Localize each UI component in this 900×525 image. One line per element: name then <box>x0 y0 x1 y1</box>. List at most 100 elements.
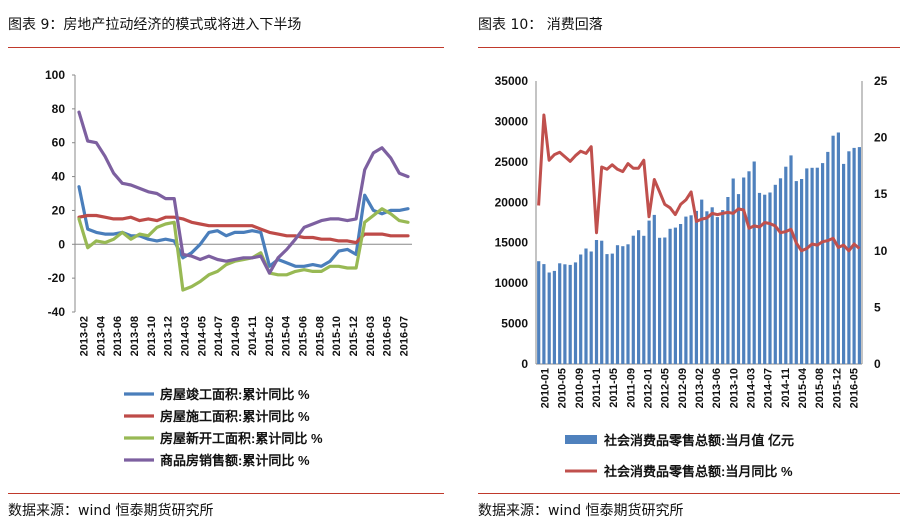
x-tick-label: 2011-09 <box>625 368 637 408</box>
bar <box>547 272 551 364</box>
left-line-chart: -40 -20 0 20 40 60 80 100 2013-02 2013-04 2013-06 2… <box>45 68 412 468</box>
x-tick-label: 2010-01 <box>540 368 552 408</box>
right-source-rule <box>478 493 900 494</box>
x-tick-label: 2013-04 <box>95 315 107 356</box>
bar <box>747 171 751 364</box>
bar <box>731 178 735 364</box>
bar <box>852 147 856 364</box>
y-tick-label: 25000 <box>495 155 529 169</box>
y-tick-label: 20 <box>52 203 66 217</box>
bar <box>658 237 662 364</box>
bar <box>621 246 625 364</box>
bar <box>568 264 572 364</box>
bar <box>857 147 861 364</box>
x-tick-label: 2014-03 <box>180 316 192 356</box>
x-tick-label: 2012-09 <box>677 368 689 408</box>
x-tick-label: 2016-05 <box>382 316 394 356</box>
left-title-rule <box>8 47 444 48</box>
x-tick-label: 2016-03 <box>365 316 377 356</box>
bar <box>558 263 562 364</box>
right-title-rule <box>478 47 900 48</box>
bar <box>800 179 804 364</box>
legend-label-2: 房屋施工面积:累计同比 % <box>160 409 310 424</box>
bar <box>642 235 646 364</box>
y-tick-label: 80 <box>52 102 66 116</box>
x-tick-label: 2014-07 <box>213 316 225 356</box>
x-tick-label: 2013-10 <box>728 368 740 408</box>
x-tick-label: 2014-07 <box>763 368 775 408</box>
x-tick-label: 2014-09 <box>230 316 242 356</box>
bar <box>637 230 641 364</box>
bar <box>584 248 588 364</box>
y-tick-label: 0 <box>58 237 65 251</box>
x-tick-label: 2013-10 <box>146 316 158 356</box>
bar <box>752 161 756 364</box>
x-tick-label: 2015-08 <box>814 368 826 408</box>
x-tick-label: 2013-08 <box>129 316 141 356</box>
bar <box>721 210 725 364</box>
y2-tick-label: 10 <box>874 244 888 258</box>
x-tick-label: 2010-09 <box>574 368 586 408</box>
bar <box>773 184 777 364</box>
x-tick-label: 2014-03 <box>745 368 757 408</box>
y-tick-label: 40 <box>52 170 66 184</box>
bar <box>736 194 741 364</box>
bar <box>663 237 667 364</box>
bar <box>689 215 693 364</box>
bar <box>594 240 599 364</box>
x-tick-label: 2015-02 <box>264 316 276 356</box>
series-line-2 <box>77 213 410 245</box>
x-tick-label: 2013-02 <box>694 368 706 408</box>
bar <box>789 155 793 364</box>
legend-label-3: 房屋新开工面积:累计同比 % <box>160 431 323 446</box>
bar <box>815 167 819 364</box>
bar <box>573 262 578 364</box>
x-tick-label: 2016-07 <box>399 316 411 356</box>
x-tick-label: 2015-06 <box>297 316 309 356</box>
bar <box>831 135 835 364</box>
x-tick-label: 2010-05 <box>557 368 569 408</box>
left-source-rule <box>8 493 444 494</box>
bar <box>757 192 762 364</box>
y-tick-label: -20 <box>48 271 66 285</box>
bar <box>794 181 798 364</box>
x-tick-label: 2014-11 <box>247 316 259 356</box>
bar <box>679 224 683 364</box>
bar <box>605 254 609 364</box>
bar <box>615 245 620 364</box>
bar <box>610 253 614 364</box>
bar <box>652 214 656 364</box>
y-tick-label: 100 <box>45 68 65 82</box>
left-chart-title: 图表 9：房地产拉动经济的模式或将进入下半场 <box>8 17 302 33</box>
bar <box>821 163 825 364</box>
x-tick-label: 2013-06 <box>711 368 723 408</box>
bar <box>705 211 709 364</box>
right-chart-title: 图表 10： 消费回落 <box>478 17 603 33</box>
y-tick-label: 0 <box>521 357 528 371</box>
left-chart-panel: 图表 9：房地产拉动经济的模式或将进入下半场 -40 -20 0 20 40 60 80 10… <box>0 0 447 525</box>
y-tick-label: 35000 <box>495 74 529 88</box>
x-tick-label: 2013-12 <box>163 316 175 356</box>
bar <box>537 261 541 364</box>
bar <box>768 192 772 364</box>
x-tick-label: 2015-04 <box>797 367 809 408</box>
x-tick-label: 2013-06 <box>112 316 124 356</box>
y-tick-label: 60 <box>52 136 66 150</box>
bar <box>647 220 651 364</box>
x-tick-label: 2014-05 <box>196 316 208 356</box>
y-tick-label: 30000 <box>495 114 529 128</box>
x-tick-label: 2012-05 <box>660 368 672 408</box>
bar <box>589 251 593 364</box>
x-tick-label: 2013-02 <box>78 316 90 356</box>
bar <box>710 207 714 364</box>
yoy-line <box>537 113 861 253</box>
bar <box>700 199 704 364</box>
y2-tick-label: 0 <box>874 357 881 371</box>
bar <box>715 217 719 364</box>
bar <box>552 270 556 364</box>
x-tick-label: 2012-01 <box>643 368 655 408</box>
x-tick-label: 2011-05 <box>608 368 620 408</box>
y2-tick-label: 25 <box>874 74 888 88</box>
bar <box>631 235 635 364</box>
bar <box>805 168 809 364</box>
